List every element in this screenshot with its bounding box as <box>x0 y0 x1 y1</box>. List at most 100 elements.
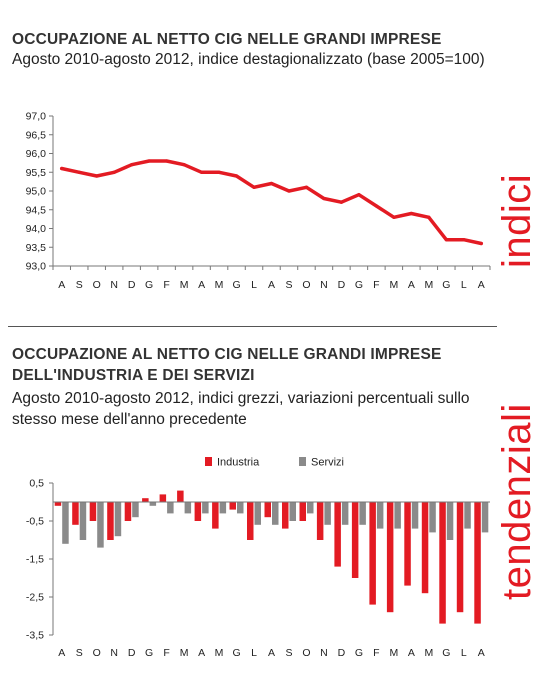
chart2-subtitle-line1: Agosto 2010-agosto 2012, indici grezzi, … <box>12 390 470 407</box>
data-point <box>77 170 81 174</box>
x-tick-label: G <box>145 279 153 291</box>
series-line-occupazione <box>59 159 484 246</box>
x-tick-label: N <box>110 647 118 659</box>
x-tick-label: D <box>128 279 136 291</box>
bar-industria <box>72 502 79 525</box>
data-point <box>322 196 326 201</box>
y-tick-label: 97,0 <box>26 111 47 123</box>
bar-industria <box>107 502 114 540</box>
x-tick-label: A <box>408 279 415 291</box>
x-tick-label: A <box>58 647 65 659</box>
bar-industria <box>159 494 167 502</box>
x-tick-label: M <box>180 647 189 659</box>
data-point <box>374 204 378 208</box>
bar-industria <box>369 502 376 605</box>
data-point <box>199 170 204 174</box>
data-point <box>444 238 448 242</box>
bar-industria <box>282 502 289 529</box>
bar-industria <box>351 502 359 578</box>
y-tick-label: 0,5 <box>29 478 44 490</box>
x-tick-label: F <box>163 647 169 659</box>
bar-industria <box>212 502 219 529</box>
bar-servizi <box>202 502 209 514</box>
bar-industria <box>264 502 271 518</box>
data-point <box>95 174 99 178</box>
x-tick-label: A <box>198 647 205 659</box>
bar-servizi <box>481 502 489 533</box>
x-tick-label: M <box>180 279 189 291</box>
chart2-side-label: tendenziali <box>495 403 539 600</box>
bar-servizi <box>429 502 436 533</box>
bar-industria <box>124 502 132 521</box>
bar-industria <box>89 502 97 521</box>
x-tick-label: L <box>461 647 467 659</box>
data-point <box>357 193 361 197</box>
bar-industria <box>54 502 62 506</box>
bar-industria <box>177 490 184 502</box>
data-point <box>287 189 291 193</box>
x-tick-label: G <box>232 647 240 659</box>
bar-servizi <box>341 502 349 525</box>
bar-industria <box>316 502 324 540</box>
bar-servizi <box>237 502 244 514</box>
x-tick-label: F <box>373 647 379 659</box>
x-tick-label: M <box>215 279 224 291</box>
x-tick-label: N <box>320 279 328 291</box>
y-tick-label: -0,5 <box>26 516 44 528</box>
bar-industria <box>404 502 411 586</box>
chart1-subtitle: Agosto 2010-agosto 2012, indice destagio… <box>12 51 485 68</box>
x-tick-label: M <box>424 279 433 291</box>
chart2-title-line2: DELL'INDUSTRIA E DEI SERVIZI <box>12 367 255 384</box>
data-point <box>462 238 466 242</box>
y-tick-label: -1,5 <box>26 554 44 566</box>
y-tick-label: 95,5 <box>26 167 47 179</box>
bar-servizi <box>132 502 139 518</box>
x-tick-label: O <box>93 647 101 659</box>
bar-servizi <box>464 502 471 529</box>
bar-servizi <box>114 502 122 537</box>
chart1-title: OCCUPAZIONE AL NETTO CIG NELLE GRANDI IM… <box>12 31 442 48</box>
x-tick-label: L <box>251 647 257 659</box>
bar-servizi <box>307 502 314 514</box>
y-tick-label: 94,0 <box>26 223 47 235</box>
x-tick-label: L <box>251 279 257 291</box>
bar-servizi <box>97 502 104 548</box>
bar-servizi <box>219 502 227 514</box>
x-tick-label: M <box>389 647 398 659</box>
x-tick-label: M <box>424 647 433 659</box>
x-tick-label: A <box>408 647 415 659</box>
x-tick-label: S <box>76 279 83 291</box>
data-point <box>130 163 134 167</box>
data-point <box>304 185 309 189</box>
data-point <box>339 200 344 204</box>
x-tick-label: A <box>478 279 485 291</box>
legend-label-servizi: Servizi <box>311 457 344 469</box>
legend-label-industria: Industria <box>217 457 260 469</box>
x-tick-label: S <box>285 647 292 659</box>
data-point <box>427 215 431 219</box>
x-tick-label: D <box>338 647 346 659</box>
x-tick-label: G <box>232 279 240 291</box>
x-tick-label: M <box>215 647 224 659</box>
y-tick-label: 93,5 <box>26 242 47 254</box>
bar-industria <box>386 502 394 613</box>
x-tick-label: N <box>110 279 118 291</box>
y-tick-label: 96,5 <box>26 129 47 141</box>
x-tick-label: A <box>268 279 275 291</box>
y-tick-label: 95,0 <box>26 186 47 198</box>
bar-servizi <box>359 502 366 525</box>
x-tick-label: N <box>320 647 328 659</box>
x-tick-label: M <box>389 279 398 291</box>
bar-servizi <box>324 502 331 525</box>
y-tick-label: 96,0 <box>26 148 47 160</box>
x-tick-label: F <box>373 279 379 291</box>
x-tick-label: A <box>198 279 205 291</box>
bar-industria <box>439 502 446 624</box>
x-tick-label: F <box>163 279 169 291</box>
x-tick-label: L <box>461 279 467 291</box>
bar-servizi <box>446 502 454 540</box>
bar-servizi <box>411 502 419 529</box>
bar-industria <box>456 502 464 613</box>
x-tick-label: S <box>76 647 83 659</box>
x-tick-label: O <box>93 279 101 291</box>
